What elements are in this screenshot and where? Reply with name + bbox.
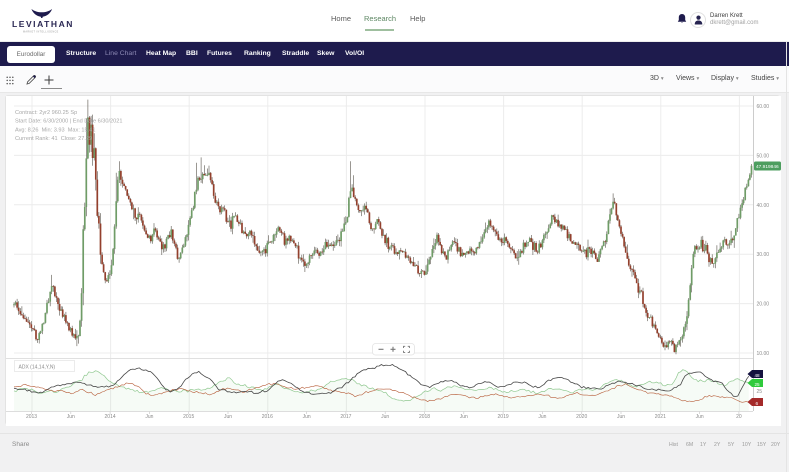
svg-text:25: 25 <box>757 389 763 395</box>
svg-text:Jun: Jun <box>460 414 468 420</box>
svg-text:Jun: Jun <box>381 414 389 420</box>
svg-text:ADX (14,14,Y,N): ADX (14,14,Y,N) <box>19 365 56 371</box>
svg-text:2015: 2015 <box>183 414 194 420</box>
svg-text:Start Date: 6/30/2000 | End Da: Start Date: 6/30/2000 | End Date 6/30/20… <box>15 119 123 125</box>
svg-text:2018: 2018 <box>419 414 430 420</box>
svg-text:Jun: Jun <box>67 414 75 420</box>
svg-text:60.00: 60.00 <box>757 104 770 110</box>
svg-text:20.00: 20.00 <box>757 302 770 308</box>
svg-text:6: 6 <box>756 401 759 406</box>
svg-text:Jun: Jun <box>303 414 311 420</box>
svg-text:47.919846: 47.919846 <box>756 164 779 170</box>
svg-text:Jun: Jun <box>224 414 232 420</box>
svg-text:30.00: 30.00 <box>757 252 770 258</box>
svg-text:10.00: 10.00 <box>757 351 770 357</box>
svg-text:20: 20 <box>736 414 742 420</box>
svg-text:2020: 2020 <box>576 414 587 420</box>
svg-text:2013: 2013 <box>26 414 37 420</box>
svg-text:2021: 2021 <box>655 414 666 420</box>
svg-text:2016: 2016 <box>262 414 273 420</box>
svg-text:2019: 2019 <box>498 414 509 420</box>
svg-text:40.00: 40.00 <box>757 203 770 209</box>
svg-text:25: 25 <box>755 382 761 387</box>
svg-text:Jun: Jun <box>696 414 704 420</box>
svg-text:Contract: 2yr2 960.25 Sp: Contract: 2yr2 960.25 Sp <box>15 110 77 116</box>
svg-text:Jun: Jun <box>617 414 625 420</box>
svg-text:Jun: Jun <box>145 414 153 420</box>
svg-text:Avg: 8.26 Min: 3.93 Max: 15.: Avg: 8.26 Min: 3.93 Max: 15.41 <box>15 127 95 133</box>
svg-text:Current Rank: 41 Close: 27.29: Current Rank: 41 Close: 27.29 <box>15 136 92 142</box>
svg-text:2014: 2014 <box>105 414 116 420</box>
svg-text:48: 48 <box>755 373 761 378</box>
svg-text:Jun: Jun <box>538 414 546 420</box>
svg-text:50.00: 50.00 <box>757 153 770 159</box>
svg-text:2017: 2017 <box>340 414 351 420</box>
